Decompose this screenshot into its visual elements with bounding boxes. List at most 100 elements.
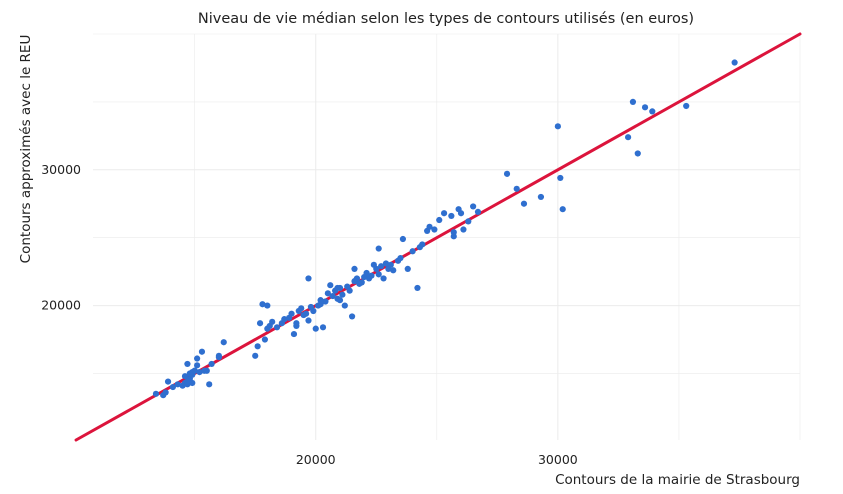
x-tick-label: 20000 xyxy=(296,452,336,467)
x-tick-label: 30000 xyxy=(538,452,578,467)
data-point xyxy=(634,150,641,157)
data-point xyxy=(203,367,210,374)
data-point xyxy=(378,263,385,270)
data-point xyxy=(436,216,443,224)
data-point xyxy=(397,254,404,262)
data-point xyxy=(358,279,365,286)
data-point xyxy=(264,302,271,309)
data-point xyxy=(152,390,160,397)
data-point xyxy=(281,316,288,323)
data-point xyxy=(305,317,312,324)
data-point xyxy=(196,369,203,376)
data-point xyxy=(162,389,169,396)
data-point xyxy=(208,360,215,368)
data-point xyxy=(324,290,331,297)
data-point xyxy=(351,265,358,273)
data-point xyxy=(470,203,477,210)
data-point xyxy=(327,282,334,289)
data-point xyxy=(426,223,433,230)
data-point xyxy=(305,275,312,282)
data-point xyxy=(375,271,382,278)
data-point xyxy=(520,200,528,207)
data-point xyxy=(373,265,380,273)
data-point xyxy=(312,325,319,332)
data-point xyxy=(390,267,397,274)
data-point xyxy=(641,104,649,111)
data-point xyxy=(169,383,177,391)
data-point xyxy=(629,98,637,105)
data-point xyxy=(513,185,520,192)
data-point xyxy=(460,226,467,233)
data-point xyxy=(363,271,370,278)
data-point xyxy=(254,343,261,350)
data-point xyxy=(273,324,281,331)
data-point xyxy=(557,174,564,182)
data-point xyxy=(683,102,690,110)
data-point xyxy=(256,320,264,327)
data-point xyxy=(649,108,656,115)
data-point xyxy=(474,208,482,215)
data-point xyxy=(368,272,375,279)
data-point xyxy=(302,310,310,317)
data-point xyxy=(375,245,382,252)
data-point xyxy=(290,330,298,338)
data-point xyxy=(409,248,416,255)
data-point xyxy=(448,212,455,220)
data-point xyxy=(184,360,191,368)
data-point xyxy=(387,261,394,268)
data-point xyxy=(164,378,172,385)
data-point xyxy=(194,355,201,362)
chart-title: Niveau de vie médian selon les types de … xyxy=(198,11,694,27)
data-point xyxy=(440,210,448,217)
data-point xyxy=(339,291,346,298)
data-point xyxy=(503,170,511,177)
data-point xyxy=(346,287,353,294)
data-point xyxy=(731,59,738,66)
y-tick-label: 30000 xyxy=(41,162,81,177)
data-point xyxy=(559,206,566,213)
data-point xyxy=(624,134,632,141)
x-axis-label: Contours de la mairie de Strasbourg xyxy=(555,472,800,488)
data-point xyxy=(322,298,329,305)
data-point xyxy=(252,352,259,359)
data-point xyxy=(261,336,269,343)
data-point xyxy=(465,218,472,225)
data-point xyxy=(189,379,196,387)
data-point xyxy=(382,260,390,267)
y-tick-label: 20000 xyxy=(41,298,81,313)
data-point xyxy=(298,305,305,312)
points-layer xyxy=(152,59,738,399)
data-point xyxy=(181,373,189,380)
data-point xyxy=(404,265,411,273)
data-point xyxy=(336,297,344,304)
data-point xyxy=(174,381,181,388)
data-point xyxy=(457,210,465,217)
data-point xyxy=(319,324,327,331)
data-point xyxy=(554,123,561,130)
data-point xyxy=(348,313,356,320)
data-point xyxy=(537,193,545,201)
data-point xyxy=(450,229,457,236)
tick-labels-layer: 20000 30000 20000 30000 xyxy=(41,162,578,467)
data-point xyxy=(414,284,421,292)
data-point xyxy=(194,362,201,369)
data-point xyxy=(341,302,348,309)
data-point xyxy=(431,226,438,233)
data-point xyxy=(419,241,426,248)
data-point xyxy=(380,275,387,282)
data-point xyxy=(259,301,266,308)
data-point xyxy=(329,292,336,300)
data-point xyxy=(215,354,223,361)
data-point xyxy=(288,310,295,317)
data-point xyxy=(269,318,276,325)
data-point xyxy=(399,235,407,243)
data-point xyxy=(310,307,317,315)
data-point xyxy=(220,339,227,346)
data-point xyxy=(191,367,198,374)
data-point xyxy=(198,348,206,355)
data-point xyxy=(353,275,361,282)
y-axis-label: Contours approximés avec le REU xyxy=(18,35,34,264)
data-point xyxy=(293,320,300,327)
